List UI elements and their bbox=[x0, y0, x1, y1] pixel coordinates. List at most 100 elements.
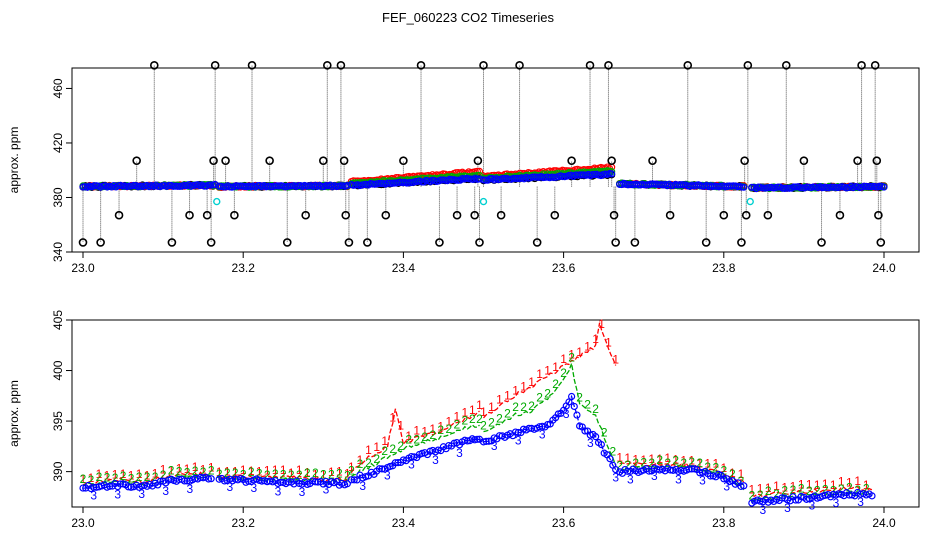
series-point bbox=[765, 183, 774, 192]
x-tick-label: 23.0 bbox=[71, 261, 95, 275]
spike-point bbox=[532, 238, 542, 247]
series-marker: 1 bbox=[184, 462, 191, 476]
series-marker: 2 bbox=[504, 406, 511, 420]
series-marker: 1 bbox=[748, 482, 755, 496]
series-marker: 2 bbox=[184, 465, 191, 479]
spike-point bbox=[167, 238, 177, 247]
series-marker: 2 bbox=[397, 439, 404, 453]
spike-point bbox=[230, 210, 239, 220]
series-marker: 3 bbox=[699, 473, 706, 487]
series-marker: 2 bbox=[264, 468, 271, 482]
spike-point bbox=[363, 238, 372, 247]
series-marker: 2 bbox=[168, 464, 175, 478]
series-marker: 2 bbox=[445, 422, 452, 436]
series-point bbox=[880, 183, 888, 191]
y-axis-label: approx. ppm bbox=[7, 380, 21, 447]
series-marker: 2 bbox=[405, 433, 412, 447]
series-marker: 2 bbox=[552, 377, 559, 391]
series-marker: 1 bbox=[152, 466, 159, 480]
spike-point bbox=[604, 60, 613, 70]
spike-point bbox=[114, 210, 124, 220]
series-marker: 1 bbox=[208, 461, 215, 475]
series-marker: 1 bbox=[496, 393, 503, 407]
series-point bbox=[565, 398, 573, 406]
series-marker: 1 bbox=[224, 464, 231, 478]
series-marker: 2 bbox=[609, 445, 616, 459]
series-marker: 1 bbox=[480, 405, 487, 419]
spike-point bbox=[611, 238, 620, 247]
y-tick-label: 380 bbox=[51, 187, 65, 207]
series-marker: 1 bbox=[830, 478, 837, 492]
spike-point bbox=[515, 60, 524, 70]
series-marker: 2 bbox=[80, 472, 87, 486]
series-marker: 3 bbox=[186, 482, 193, 496]
series-marker: 1 bbox=[504, 389, 511, 403]
series-marker: 2 bbox=[648, 456, 655, 470]
series-marker: 2 bbox=[616, 458, 623, 472]
series-marker: 1 bbox=[672, 453, 679, 467]
series-point bbox=[568, 392, 576, 401]
series-point bbox=[434, 446, 442, 454]
series-marker: 3 bbox=[759, 503, 766, 517]
series-marker: 1 bbox=[568, 347, 575, 361]
series-point bbox=[829, 183, 837, 191]
series-point bbox=[581, 427, 589, 435]
y-tick-label: 395 bbox=[51, 411, 65, 431]
series-marker: 2 bbox=[512, 400, 519, 414]
series-marker: 2 bbox=[453, 417, 460, 431]
series-marker: 1 bbox=[96, 467, 103, 481]
series-point bbox=[720, 475, 728, 483]
series-marker: 1 bbox=[488, 400, 495, 414]
series-marker: 2 bbox=[357, 457, 364, 471]
spike-point bbox=[853, 156, 862, 165]
series-marker: 2 bbox=[365, 456, 372, 470]
spike-point bbox=[585, 60, 595, 70]
series-marker: 3 bbox=[456, 446, 463, 460]
spike-point bbox=[318, 156, 328, 165]
series-marker: 3 bbox=[162, 484, 169, 498]
series-marker: 1 bbox=[520, 380, 527, 394]
series-marker: 1 bbox=[598, 317, 605, 331]
series-point bbox=[482, 176, 490, 184]
series-marker: 1 bbox=[160, 463, 167, 477]
spike-point bbox=[336, 60, 346, 70]
series-point bbox=[740, 183, 748, 191]
series-marker: 3 bbox=[275, 484, 282, 498]
series-marker: 2 bbox=[128, 471, 135, 485]
series-point bbox=[204, 475, 213, 483]
series-point bbox=[263, 478, 271, 486]
series-marker: 3 bbox=[432, 453, 439, 467]
spike-point bbox=[210, 60, 220, 70]
series-marker: 2 bbox=[272, 467, 279, 481]
series-point bbox=[535, 423, 544, 431]
series-marker: 1 bbox=[296, 463, 303, 477]
series-marker: 2 bbox=[136, 470, 143, 484]
series-point bbox=[597, 440, 605, 449]
series-marker: 2 bbox=[232, 466, 239, 480]
spike-point bbox=[550, 210, 560, 220]
series-line bbox=[619, 465, 745, 491]
x-tick-label: 23.4 bbox=[392, 516, 416, 530]
y-tick-label: 460 bbox=[51, 78, 65, 98]
spike-point bbox=[630, 238, 640, 247]
series-marker: 3 bbox=[90, 488, 97, 502]
series-marker: 2 bbox=[729, 467, 736, 481]
spike-point bbox=[743, 60, 753, 70]
series-point bbox=[511, 428, 520, 436]
series-marker: 1 bbox=[240, 463, 247, 477]
y-tick-label: 405 bbox=[51, 310, 65, 330]
series-marker: 2 bbox=[248, 465, 255, 479]
series-marker: 1 bbox=[476, 398, 483, 412]
series-point bbox=[869, 182, 877, 191]
series-marker: 2 bbox=[748, 488, 755, 502]
series-marker: 1 bbox=[192, 460, 199, 474]
series-marker: 2 bbox=[790, 483, 797, 497]
series-marker: 1 bbox=[680, 454, 687, 468]
series-marker: 2 bbox=[413, 432, 420, 446]
spike-point bbox=[301, 210, 310, 220]
series-marker: 1 bbox=[429, 422, 436, 436]
series-point bbox=[573, 411, 581, 419]
series-marker: 1 bbox=[389, 411, 396, 425]
series-marker: 1 bbox=[640, 453, 647, 467]
